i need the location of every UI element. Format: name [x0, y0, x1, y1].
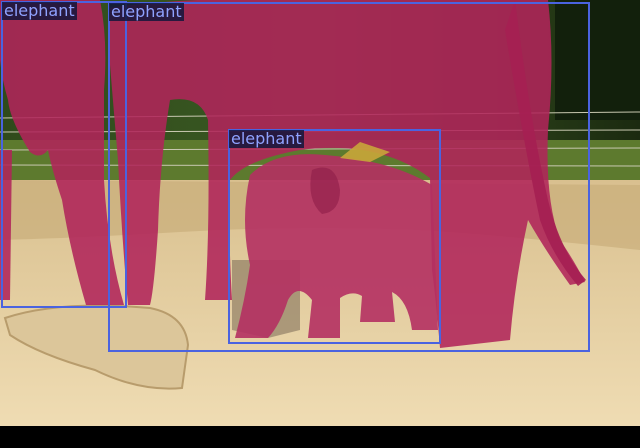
detection-box-left: elephant — [1, 1, 127, 308]
elephant-mask-big — [108, 0, 585, 348]
yellow-patch — [340, 142, 390, 162]
detection-label: elephant — [109, 2, 184, 21]
elephant-mask-baby — [235, 154, 438, 338]
elephant-mask-left — [0, 0, 124, 305]
detection-label: elephant — [229, 129, 304, 148]
detection-label: elephant — [2, 1, 77, 20]
elephant-tail — [505, 0, 586, 286]
foliage-dark-right — [555, 0, 640, 120]
detection-box-baby: elephant — [228, 129, 441, 344]
bottom-bar — [0, 426, 640, 448]
baby-ear — [310, 167, 340, 214]
elephant-mask-left-leg — [0, 150, 12, 300]
rock — [3, 304, 190, 390]
detection-box-big: elephant — [108, 2, 590, 352]
